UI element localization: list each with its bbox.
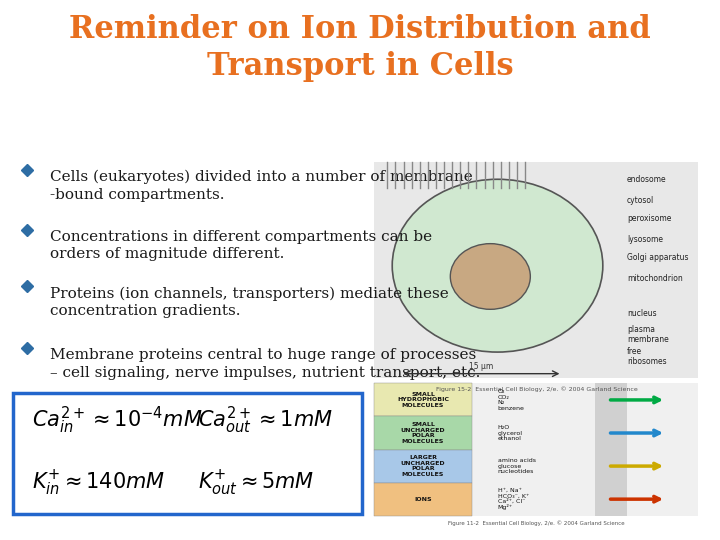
Bar: [13, 393, 362, 514]
Bar: [595, 383, 627, 516]
Bar: [374, 449, 472, 483]
Bar: [374, 383, 698, 516]
Text: free
ribosomes: free ribosomes: [627, 347, 667, 366]
Text: nucleus: nucleus: [627, 309, 657, 318]
Text: $Ca_{out}^{2+} \approx 1mM$: $Ca_{out}^{2+} \approx 1mM$: [198, 404, 333, 436]
Text: mitochondrion: mitochondrion: [627, 274, 683, 283]
Text: 15 μm: 15 μm: [469, 362, 493, 372]
Text: endosome: endosome: [627, 175, 667, 184]
Text: $K_{in}^{+} \approx 140mM$: $K_{in}^{+} \approx 140mM$: [32, 469, 166, 498]
Text: H₂O
glycerol
ethanol: H₂O glycerol ethanol: [498, 425, 523, 441]
Text: SMALL
HYDROPHOBIC
MOLECULES: SMALL HYDROPHOBIC MOLECULES: [397, 392, 449, 408]
Text: lysosome: lysosome: [627, 235, 663, 244]
Text: LARGER
UNCHARGED
POLAR
MOLECULES: LARGER UNCHARGED POLAR MOLECULES: [401, 455, 445, 477]
Bar: [374, 483, 472, 516]
Text: H⁺, Na⁺
HCO₃⁻, K⁺
Ca²⁺, Cl⁻
Mg²⁺: H⁺, Na⁺ HCO₃⁻, K⁺ Ca²⁺, Cl⁻ Mg²⁺: [498, 488, 528, 510]
Text: Reminder on Ion Distribution and
Transport in Cells: Reminder on Ion Distribution and Transpo…: [69, 14, 651, 82]
Text: cytosol: cytosol: [627, 197, 654, 205]
Text: O₂
CO₂
N₂
benzene: O₂ CO₂ N₂ benzene: [498, 389, 524, 410]
Text: Concentrations in different compartments can be
orders of magnitude different.: Concentrations in different compartments…: [50, 230, 433, 261]
Text: Figure 15-2  Essential Cell Biology, 2/e. © 2004 Garland Science: Figure 15-2 Essential Cell Biology, 2/e.…: [436, 386, 637, 391]
Text: amino acids
glucose
nucleotides: amino acids glucose nucleotides: [498, 458, 536, 474]
Text: $K_{out}^{+} \approx 5mM$: $K_{out}^{+} \approx 5mM$: [198, 469, 314, 498]
Bar: [374, 383, 472, 416]
Ellipse shape: [450, 244, 531, 309]
Bar: [374, 162, 698, 378]
Text: IONS: IONS: [414, 497, 432, 502]
Ellipse shape: [392, 179, 603, 352]
Text: SMALL
UNCHARGED
POLAR
MOLECULES: SMALL UNCHARGED POLAR MOLECULES: [401, 422, 445, 444]
Text: peroxisome: peroxisome: [627, 214, 672, 222]
Text: $Ca_{in}^{2+} \approx 10^{-4}mM$: $Ca_{in}^{2+} \approx 10^{-4}mM$: [32, 404, 203, 436]
Text: plasma
membrane: plasma membrane: [627, 326, 669, 344]
Bar: [374, 416, 472, 449]
Text: Cells (eukaryotes) divided into a number of membrane
-bound compartments.: Cells (eukaryotes) divided into a number…: [50, 170, 473, 202]
Text: Membrane proteins central to huge range of processes
– cell signaling, nerve imp: Membrane proteins central to huge range …: [50, 348, 481, 380]
Text: Proteins (ion channels, transporters) mediate these
concentration gradients.: Proteins (ion channels, transporters) me…: [50, 286, 449, 319]
Text: Figure 11-2  Essential Cell Biology, 2/e. © 2004 Garland Science: Figure 11-2 Essential Cell Biology, 2/e.…: [448, 520, 625, 525]
Text: Golgi apparatus: Golgi apparatus: [627, 253, 688, 261]
